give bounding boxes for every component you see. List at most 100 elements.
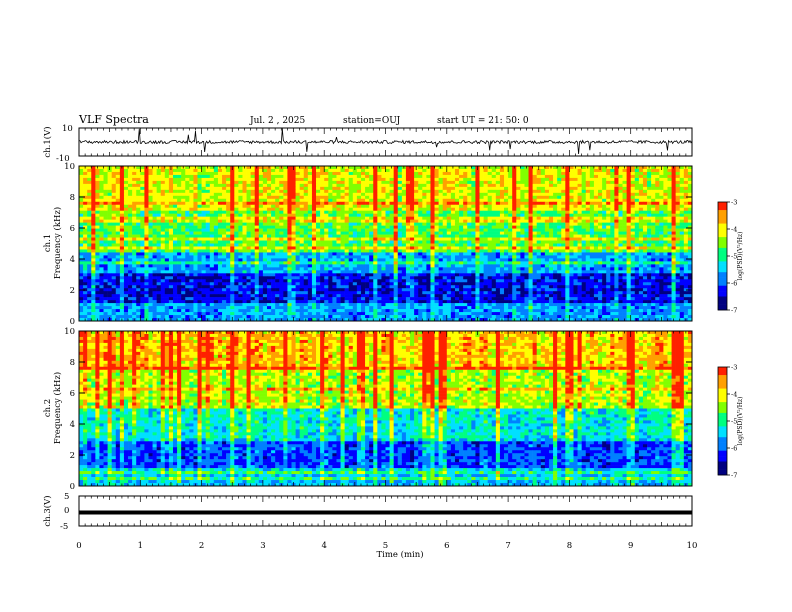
spectrogram-cell xyxy=(553,261,558,265)
spectrogram-cell xyxy=(111,249,117,253)
spectrogram-cell xyxy=(450,204,456,209)
spectrogram-cell xyxy=(410,219,415,223)
spectrogram-cell xyxy=(369,219,374,223)
spectrogram-cell xyxy=(283,204,288,209)
spectrogram-cell xyxy=(365,255,370,259)
spectrogram-cell xyxy=(303,180,309,185)
spectrogram-cell xyxy=(123,264,129,268)
spectrogram-cell xyxy=(467,177,472,182)
spectrogram-cell xyxy=(602,168,607,173)
spectrogram-cell xyxy=(418,243,423,247)
spectrogram-cell xyxy=(426,204,431,209)
spectrogram-cell xyxy=(520,252,525,256)
spectrogram-cell xyxy=(369,207,374,212)
spectrogram-cell xyxy=(332,219,337,223)
spectrogram-cell xyxy=(426,255,431,259)
spectrogram-cell xyxy=(197,189,202,194)
spectrogram-cell xyxy=(520,195,525,200)
spectrogram-cell xyxy=(205,237,211,241)
spectrogram-cell xyxy=(283,174,288,179)
spectrogram-cell xyxy=(91,243,96,247)
spectrogram-cell xyxy=(328,198,333,203)
spectrogram-cell xyxy=(209,201,215,206)
spectrogram-cell xyxy=(638,186,644,191)
spectrogram-cell xyxy=(365,189,370,194)
spectrogram-cell xyxy=(593,174,599,179)
spectrogram-cell xyxy=(230,189,235,194)
spectrogram-cell xyxy=(381,186,386,191)
spectrogram-cell xyxy=(418,192,423,197)
spectrogram-cell xyxy=(528,243,533,247)
spectrogram-cell xyxy=(279,171,284,176)
spectrogram-cell xyxy=(83,180,88,185)
spectrogram-cell xyxy=(250,231,256,235)
spectrogram-cell xyxy=(144,198,149,203)
spectrogram-cell xyxy=(185,240,190,244)
spectrogram-cell xyxy=(434,186,439,191)
spectrogram-cell xyxy=(606,258,611,262)
spectrogram-cell xyxy=(119,168,125,173)
spectrogram-cell xyxy=(295,240,300,244)
spectrogram-cell xyxy=(87,174,92,179)
spectrogram-cell xyxy=(622,252,627,256)
spectrogram-cell xyxy=(262,198,268,203)
spectrogram-cell xyxy=(262,228,268,232)
spectrogram-cell xyxy=(553,255,558,259)
spectrogram-cell xyxy=(499,195,505,200)
spectrogram-cell xyxy=(136,216,141,220)
spectrogram-cell xyxy=(565,231,570,235)
spectrogram-cell xyxy=(467,228,472,232)
spectrogram-cell xyxy=(638,252,644,256)
spectrogram-cell xyxy=(360,219,366,223)
spectrogram-cell xyxy=(573,258,578,262)
spectrogram-cell xyxy=(675,180,681,185)
spectrogram-cell xyxy=(610,207,615,212)
spectrogram-cell xyxy=(434,246,439,250)
spectrogram-cell xyxy=(528,237,533,241)
spectrogram-cell xyxy=(213,243,219,247)
spectrogram-cell xyxy=(532,195,538,200)
spectrogram-cell xyxy=(111,228,117,232)
spectrogram-cell xyxy=(128,240,133,244)
spectrogram-cell xyxy=(156,261,162,265)
spectrogram-cell xyxy=(446,186,452,191)
spectrogram-cell xyxy=(205,189,211,194)
spectrogram-cell xyxy=(266,201,272,206)
spectrogram-cell xyxy=(679,174,685,179)
spectrogram-cell xyxy=(377,204,382,209)
spectrogram-cell xyxy=(634,210,640,214)
spectrogram-cell xyxy=(365,201,370,206)
spectrogram-cell xyxy=(234,174,239,179)
spectrogram-cell xyxy=(647,177,652,182)
spectrogram-cell xyxy=(144,204,149,209)
spectrogram-cell xyxy=(144,177,149,182)
spectrogram-cell xyxy=(573,249,578,253)
spectrogram-cell xyxy=(516,228,521,232)
spectrogram-cell xyxy=(230,237,235,241)
spectrogram-cell xyxy=(430,261,435,265)
spectrogram-cell xyxy=(193,228,198,232)
spectrogram-cell xyxy=(275,225,280,229)
spectrogram-cell xyxy=(626,207,631,212)
spectrogram-cell xyxy=(610,252,615,256)
spectrogram-cell xyxy=(577,210,582,214)
spectrogram-cell xyxy=(499,216,505,220)
spectrogram-cell xyxy=(598,177,603,182)
spectrogram-cell xyxy=(177,237,182,241)
spectrogram-cell xyxy=(340,243,345,247)
spectrogram-cell xyxy=(393,216,399,220)
spectrogram-cell xyxy=(614,249,619,253)
spectrogram-cell xyxy=(385,231,390,235)
spectrogram-cell xyxy=(91,261,96,265)
spectrogram-cell xyxy=(401,252,407,256)
spectrogram-cell xyxy=(577,204,582,209)
spectrogram-cell xyxy=(593,189,599,194)
spectrogram-cell xyxy=(683,192,689,197)
spectrogram-cell xyxy=(181,213,186,217)
spectrogram-cell xyxy=(479,225,484,229)
spectrogram-cell xyxy=(352,192,358,197)
spectrogram-cell xyxy=(401,180,407,185)
spectrogram-cell xyxy=(393,225,399,229)
spectrogram-cell xyxy=(544,195,550,200)
spectrogram-cell xyxy=(418,210,423,214)
